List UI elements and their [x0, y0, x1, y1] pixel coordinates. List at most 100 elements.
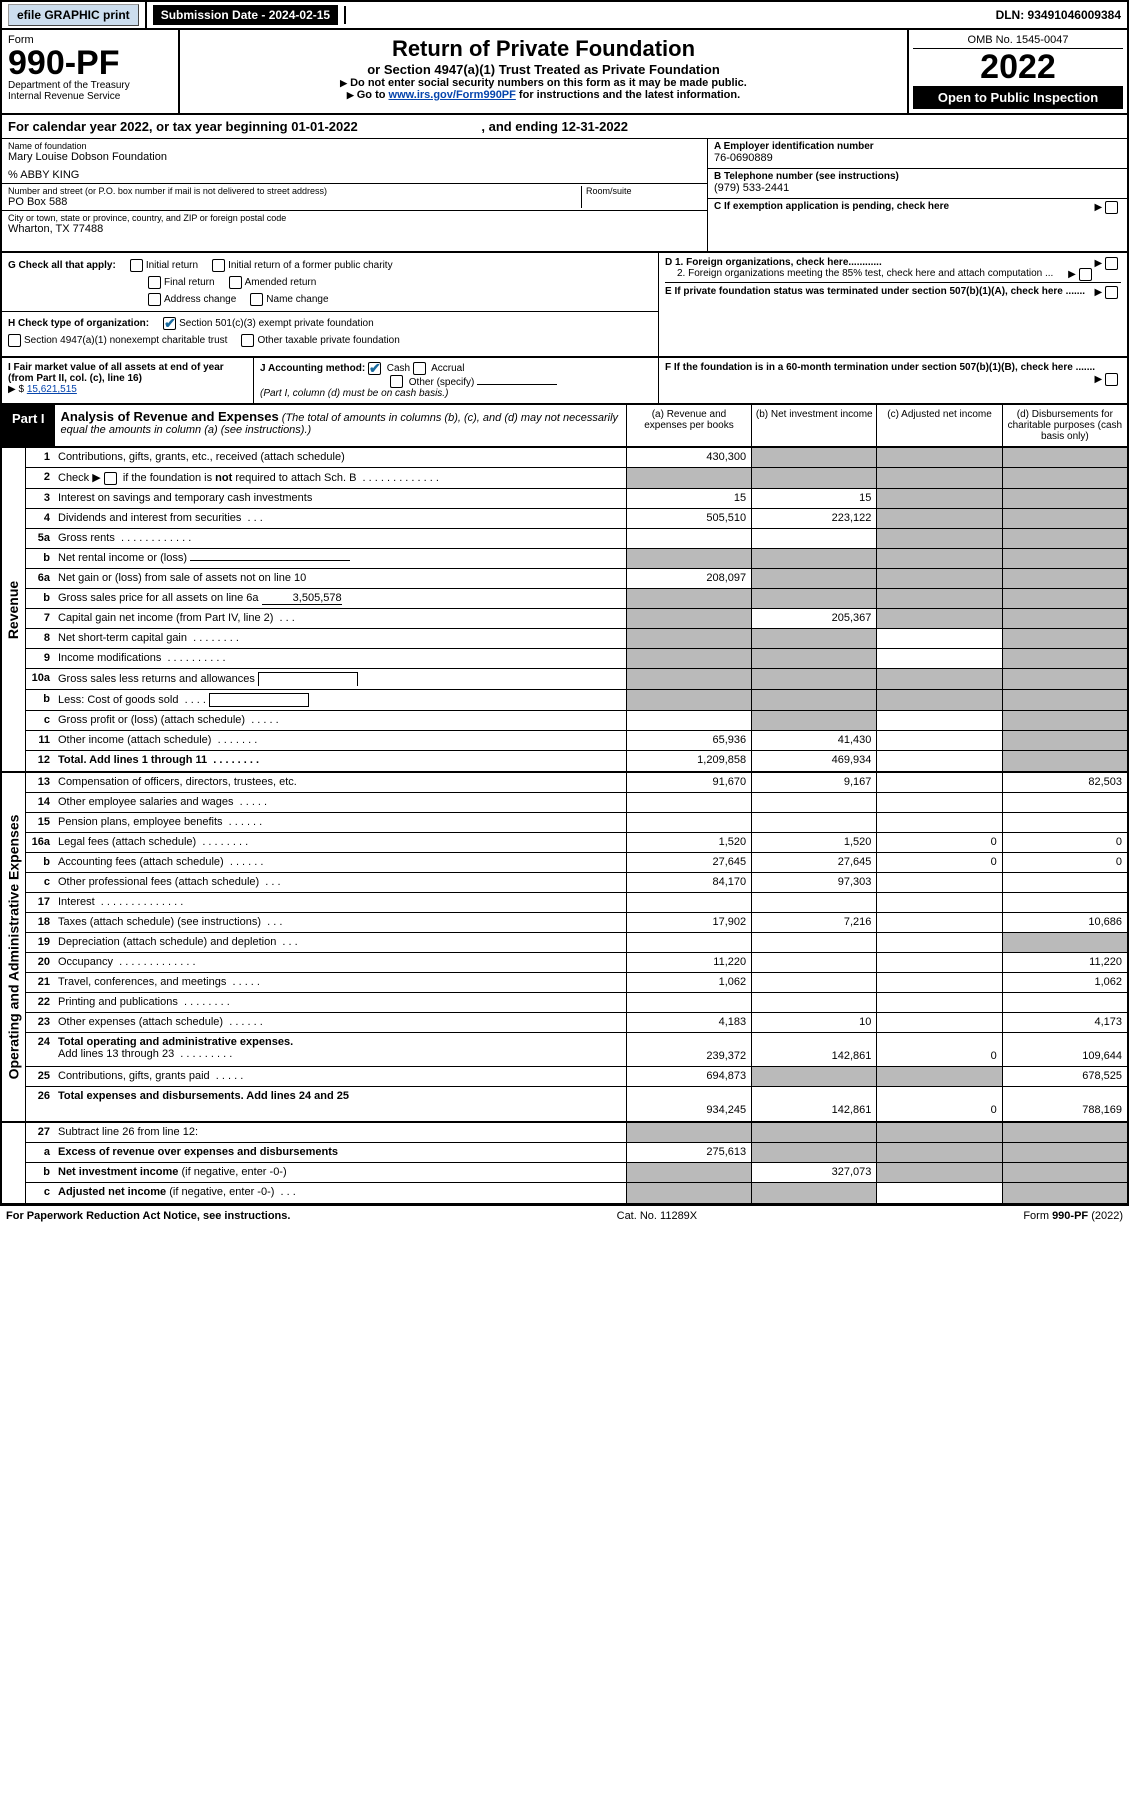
entity-info-block: Name of foundation Mary Louise Dobson Fo…: [0, 139, 1129, 253]
amt-c: [876, 529, 1001, 548]
chk-e[interactable]: [1105, 286, 1118, 299]
omb-number: OMB No. 1545-0047: [913, 34, 1123, 49]
line-desc: Interest on savings and temporary cash i…: [54, 489, 626, 508]
col-c-header: (c) Adjusted net income: [876, 405, 1001, 446]
amt-b: [751, 993, 876, 1012]
chk-initial-public[interactable]: [212, 259, 225, 272]
amt-a: [626, 629, 751, 648]
amt-d: [1002, 933, 1127, 952]
line-num: c: [26, 1183, 54, 1203]
chk-d2[interactable]: [1079, 268, 1092, 281]
amt-a: [626, 1163, 751, 1182]
irs-link[interactable]: www.irs.gov/Form990PF: [389, 89, 516, 101]
amt-d: [1002, 489, 1127, 508]
opt-4947: Section 4947(a)(1) nonexempt charitable …: [24, 336, 227, 347]
line-desc: Interest . . . . . . . . . . . . . .: [54, 893, 626, 912]
amt-d: [1002, 690, 1127, 710]
amt-a: [626, 933, 751, 952]
line-desc: Gross sales less returns and allowances: [54, 669, 626, 689]
amt-c: [876, 589, 1001, 608]
chk-501c3[interactable]: [163, 317, 176, 330]
amt-d: 11,220: [1002, 953, 1127, 972]
amt-b: 469,934: [751, 751, 876, 771]
foundation-name-label: Name of foundation: [8, 141, 701, 151]
amt-c: [876, 711, 1001, 730]
amt-c: [876, 489, 1001, 508]
line-num: 21: [26, 973, 54, 992]
amt-c: [876, 751, 1001, 771]
amt-d: [1002, 529, 1127, 548]
amt-d: [1002, 448, 1127, 467]
amt-c: [876, 690, 1001, 710]
amt-a: [626, 589, 751, 608]
amt-d: [1002, 893, 1127, 912]
chk-accrual[interactable]: [413, 362, 426, 375]
efile-print-button[interactable]: efile GRAPHIC print: [8, 4, 139, 26]
amt-b: [751, 649, 876, 668]
amt-d: [1002, 549, 1127, 568]
amt-a: 4,183: [626, 1013, 751, 1032]
chk-initial-return[interactable]: [130, 259, 143, 272]
amt-c: [876, 1123, 1001, 1142]
amt-a: 1,209,858: [626, 751, 751, 771]
exemption-checkbox[interactable]: [1105, 201, 1118, 214]
amt-c: [876, 731, 1001, 750]
revenue-section: Revenue 1Contributions, gifts, grants, e…: [0, 448, 1129, 773]
arrow-icon: [340, 77, 350, 89]
amt-b: 1,520: [751, 833, 876, 852]
col-b-header: (b) Net investment income: [751, 405, 876, 446]
amt-a: [626, 549, 751, 568]
amt-b: 9,167: [751, 773, 876, 792]
amt-b: 327,073: [751, 1163, 876, 1182]
amt-d: [1002, 468, 1127, 488]
chk-amended[interactable]: [229, 276, 242, 289]
amt-a: [626, 1183, 751, 1203]
amt-a: 17,902: [626, 913, 751, 932]
revenue-side-label: Revenue: [2, 448, 26, 771]
amt-a: 505,510: [626, 509, 751, 528]
amt-b: [751, 1123, 876, 1142]
amt-a: 1,520: [626, 833, 751, 852]
part1-header: Part I Analysis of Revenue and Expenses …: [0, 405, 1129, 448]
chk-other-method[interactable]: [390, 375, 403, 388]
d1-label: D 1. Foreign organizations, check here..…: [665, 257, 882, 268]
chk-d1[interactable]: [1105, 257, 1118, 270]
amt-a: 91,670: [626, 773, 751, 792]
chk-other-taxable[interactable]: [241, 334, 254, 347]
line-num: 12: [26, 751, 54, 771]
line-num: 16a: [26, 833, 54, 852]
amt-d: [1002, 1123, 1127, 1142]
chk-4947[interactable]: [8, 334, 21, 347]
chk-name-change[interactable]: [250, 293, 263, 306]
amt-a: 11,220: [626, 953, 751, 972]
amt-a: [626, 993, 751, 1012]
e-label: E If private foundation status was termi…: [665, 286, 1085, 297]
chk-sch-b[interactable]: [104, 472, 117, 485]
amt-b: [751, 893, 876, 912]
amt-b: [751, 589, 876, 608]
amt-b: [751, 793, 876, 812]
fmv-value[interactable]: 15,621,515: [27, 384, 77, 395]
line-num: 20: [26, 953, 54, 972]
amt-a: 694,873: [626, 1067, 751, 1086]
amt-d: 1,062: [1002, 973, 1127, 992]
line-num: 4: [26, 509, 54, 528]
amt-b: 223,122: [751, 509, 876, 528]
amt-d: [1002, 1163, 1127, 1182]
page-footer: For Paperwork Reduction Act Notice, see …: [0, 1205, 1129, 1226]
line-desc: Total. Add lines 1 through 11 . . . . . …: [54, 751, 626, 771]
chk-final-return[interactable]: [148, 276, 161, 289]
amt-c: [876, 1143, 1001, 1162]
line-num: 11: [26, 731, 54, 750]
amt-c: [876, 813, 1001, 832]
j-label: J Accounting method:: [260, 364, 365, 375]
line-desc: Less: Cost of goods sold . . . .: [54, 690, 626, 710]
line-desc: Gross rents . . . . . . . . . . . .: [54, 529, 626, 548]
amt-d: 678,525: [1002, 1067, 1127, 1086]
instruction-ssn: Do not enter social security numbers on …: [350, 77, 747, 89]
line-num: 23: [26, 1013, 54, 1032]
chk-f[interactable]: [1105, 373, 1118, 386]
chk-cash[interactable]: [368, 362, 381, 375]
amt-c: [876, 773, 1001, 792]
chk-address-change[interactable]: [148, 293, 161, 306]
